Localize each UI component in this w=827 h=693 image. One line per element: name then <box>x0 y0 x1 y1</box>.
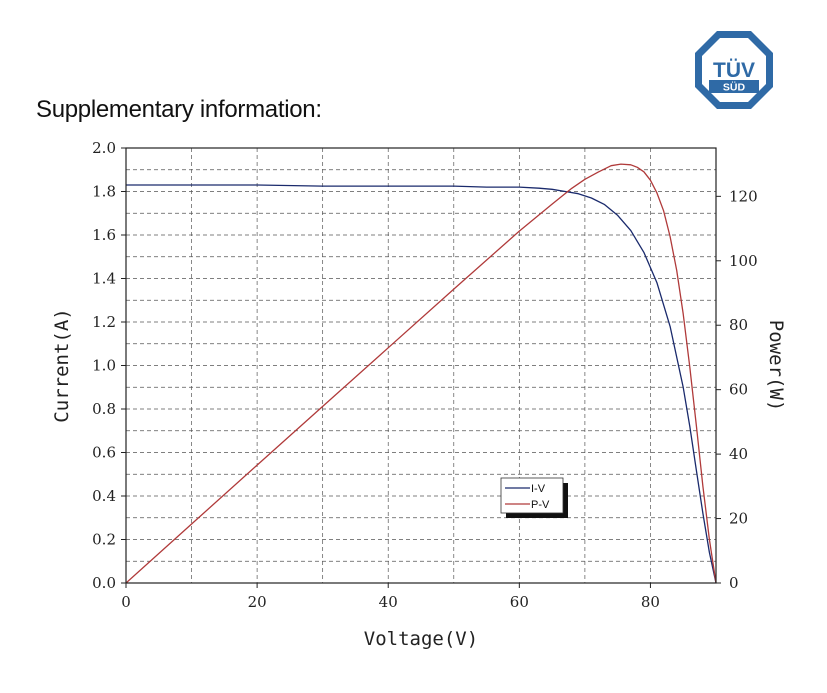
y-left-tick-label: 0.4 <box>92 487 116 505</box>
series-layer <box>125 163 717 584</box>
y-left-tick-label: 1.2 <box>92 313 116 331</box>
x-tick-label: 40 <box>379 593 398 611</box>
logo-text-sub: SÜD <box>723 81 746 94</box>
y-right-tick-label: 20 <box>729 510 748 528</box>
y-left-tick-label: 1.8 <box>92 183 116 201</box>
y-left-tick-label: 1.0 <box>92 357 116 375</box>
page-heading: Supplementary information: <box>36 96 322 123</box>
y-left-tick-label: 1.4 <box>92 270 116 288</box>
legend: I-V P-V <box>500 477 568 518</box>
series-line-p-v <box>125 163 717 584</box>
legend-box <box>500 477 564 514</box>
y-left-axis-title: Current(A) <box>51 308 73 422</box>
logo-bar <box>709 80 759 93</box>
series-line-i-v <box>126 184 717 584</box>
y-left-tick-label: 1.6 <box>92 226 116 244</box>
tuv-sud-logo: TÜV SÜD <box>695 31 773 109</box>
x-tick-label: 80 <box>641 593 660 611</box>
y-right-tick-label: 100 <box>729 252 758 270</box>
y-left-tick-label: 0.0 <box>92 574 116 592</box>
x-axis-title: Voltage(V) <box>364 628 478 650</box>
x-tick-label: 20 <box>248 593 267 611</box>
logo-text-main: TÜV <box>713 59 755 82</box>
y-right-axis-title: Power(W) <box>765 320 787 412</box>
y-right-tick-label: 0 <box>729 574 739 592</box>
y-right-tick-label: 80 <box>729 316 748 334</box>
y-left-tick-label: 2.0 <box>92 139 116 157</box>
ticks-layer: 0 20 40 60 80 0.0 0.2 0.4 0.6 0.8 1.0 1.2 1.4 1.6 1.8 2… <box>92 139 758 611</box>
y-left-tick-label: 0.2 <box>92 531 116 549</box>
y-right-tick-label: 120 <box>729 187 758 205</box>
y-right-tick-label: 60 <box>729 381 748 399</box>
x-tick-label: 0 <box>121 593 131 611</box>
y-right-tick-label: 40 <box>729 445 748 463</box>
legend-label-pv: P-V <box>531 499 550 511</box>
y-left-tick-label: 0.8 <box>92 400 116 418</box>
grid-layer <box>126 148 716 583</box>
y-left-tick-label: 0.6 <box>92 444 116 462</box>
x-tick-label: 60 <box>510 593 529 611</box>
legend-label-iv: I-V <box>531 483 546 495</box>
